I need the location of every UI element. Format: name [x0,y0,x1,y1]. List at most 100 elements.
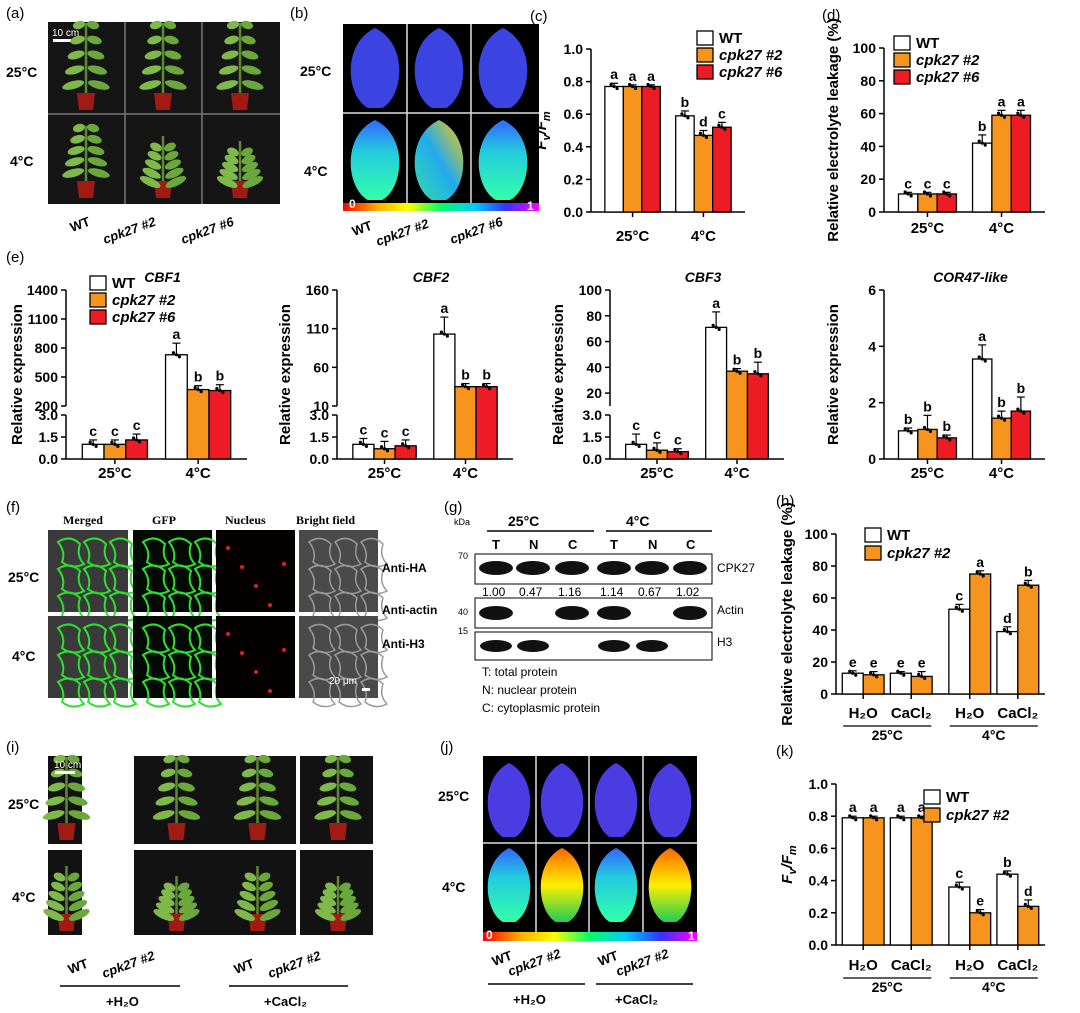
data-point [1022,411,1026,415]
scalebar-label: 20 μm [329,676,357,687]
panel-letter: (h) [776,493,794,510]
significance-letter: c [381,424,389,440]
legend-label: cpk27 #2 [916,52,980,69]
band-cpk27 [516,561,550,575]
plant-4c [62,123,110,198]
y-tick-label: 0.4 [809,873,829,889]
y-axis-label: Relative expression [9,304,26,445]
data-point [714,325,718,329]
bar [433,333,456,460]
data-point [945,436,949,440]
data-point [615,86,619,91]
data-point [917,814,921,818]
data-point [753,370,757,374]
bar [103,443,127,460]
y-tick-label: 0 [820,686,828,702]
bar [910,675,933,695]
data-point [658,450,662,454]
data-point [869,671,873,675]
data-point [652,446,656,450]
bar [693,134,714,213]
legend-label: cpk27 #2 [946,807,1010,824]
legend-swatch [864,527,882,543]
data-point [1019,409,1023,413]
data-point [851,671,855,675]
bar [625,443,648,460]
category-label: H₂O [849,705,878,722]
micrograph [299,530,389,622]
category-label: CaCl₂ [891,705,932,722]
bar [991,417,1012,460]
y-tick-label: 200 [35,398,59,414]
data-point [488,387,492,391]
plant-cells [62,20,264,198]
plant-4c [216,141,264,198]
col-label-cpk27-6: cpk27 #6 [179,214,236,247]
data-point [679,452,683,456]
panel-f: (f) Merged GFP Nucleus Bright field 25°C… [6,499,389,708]
data-point [361,442,365,446]
y-tick-label: 0 [868,204,876,220]
protein-label-cpk27: CPK27 [717,561,755,575]
significance-letter: c [904,175,912,191]
data-point [445,334,449,338]
significance-letter: b [216,368,225,384]
leaf-4c [487,848,531,922]
lane-label: C [686,537,696,552]
data-point [637,444,641,448]
panel-letter: (k) [776,743,794,760]
legend-label: WT [112,275,135,292]
bar [604,85,624,213]
data-point [612,84,616,89]
protein-label-actin: Actin [717,603,744,617]
category-label: 25°C [368,465,402,482]
data-point [899,671,903,675]
panel-letter-b: (b) [290,5,308,22]
bar [725,370,749,460]
data-point [646,82,650,87]
significance-letter: c [111,423,119,439]
antibody-label-actin: Anti-actin [382,603,437,617]
bar [889,817,912,946]
y-tick-label: 0 [868,451,876,467]
data-point [902,673,906,677]
data-point [996,111,1001,115]
data-point [401,442,405,446]
plant-25c [152,754,201,840]
significance-letter: c [924,175,932,191]
scale-max: 1 [688,929,695,943]
bar [186,388,210,460]
col-label-cpk27-2: cpk27 #2 [100,948,157,981]
significance-letter: d [1024,883,1033,899]
leaf-25c [648,763,692,837]
y-tick-label: 1.0 [564,41,584,57]
data-point [978,911,982,915]
western-blot: T N C T N C 1.00 0.47 1.16 1.14 0.67 1.02 [474,537,713,661]
plant-25c [42,754,91,840]
band-actin [597,606,631,620]
legend-label: cpk27 #2 [719,47,783,64]
data-point [196,387,200,392]
col-label-wt: WT [350,218,374,239]
bar [971,358,993,460]
significance-letter: b [733,352,742,368]
data-point [925,192,930,196]
row-label-4c: 4°C [304,163,328,179]
data-point [906,429,910,433]
leaf-25c [594,763,638,837]
y-tick-label: 60 [860,106,876,122]
col-label-cpk27-2: cpk27 #2 [101,214,158,247]
significance-letter: b [997,394,1006,410]
significance-letter: b [461,367,470,383]
bar [454,386,477,460]
lane-label: C [568,537,578,552]
band-cpk27 [673,561,707,575]
y-tick-label: 1.0 [809,776,829,792]
bar [971,142,993,213]
bar [164,354,188,460]
data-point [954,605,958,609]
scalebar-label: 10 cm [54,760,81,771]
data-point [977,139,981,143]
